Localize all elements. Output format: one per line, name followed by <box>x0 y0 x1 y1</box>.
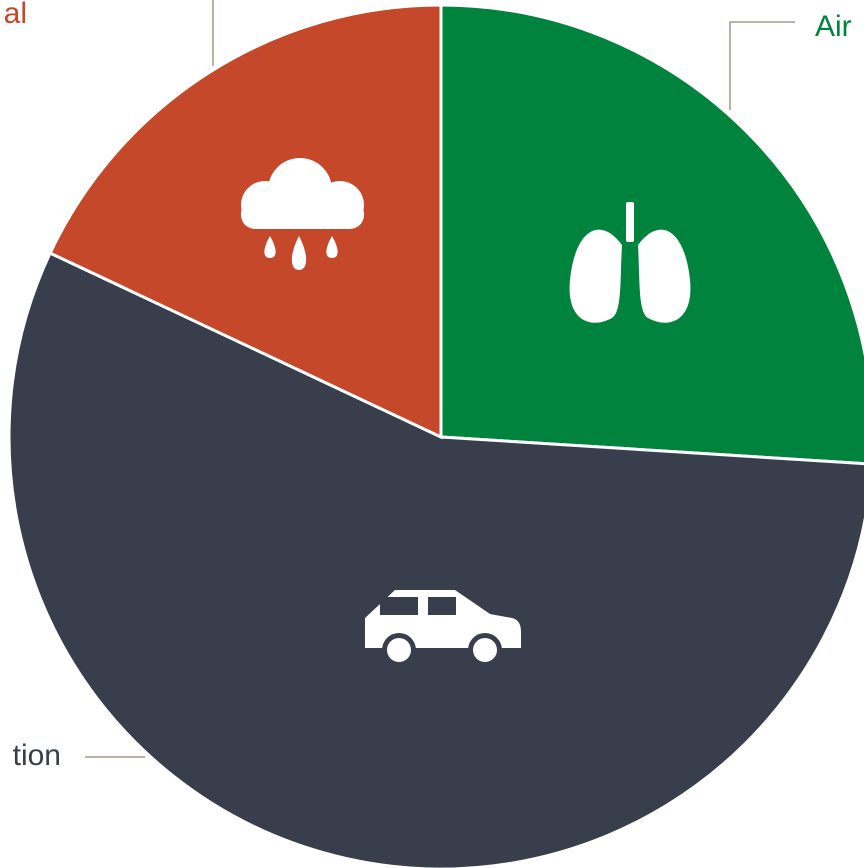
car-icon <box>365 590 521 667</box>
cloud-icon <box>241 158 364 270</box>
pie-slice <box>7 251 864 868</box>
slices <box>7 3 864 868</box>
lungs-icon <box>569 202 691 323</box>
slice-label: tion <box>13 739 61 772</box>
slice-label: Air <box>815 10 852 43</box>
icons <box>241 158 691 667</box>
leader-line <box>729 21 795 110</box>
slice-label: al <box>4 0 27 30</box>
